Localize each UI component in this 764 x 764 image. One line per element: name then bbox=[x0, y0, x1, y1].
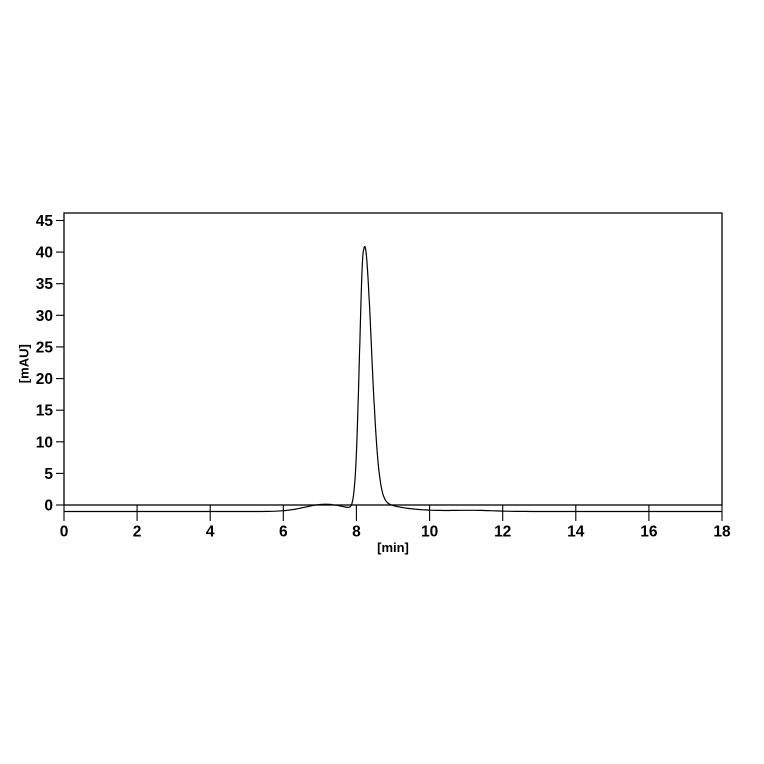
svg-text:40: 40 bbox=[36, 245, 53, 262]
svg-text:20: 20 bbox=[36, 371, 53, 388]
svg-text:35: 35 bbox=[36, 276, 54, 293]
svg-text:30: 30 bbox=[36, 308, 53, 325]
svg-text:14: 14 bbox=[567, 524, 585, 541]
svg-text:15: 15 bbox=[36, 403, 54, 420]
svg-text:16: 16 bbox=[640, 524, 658, 541]
svg-text:6: 6 bbox=[279, 524, 288, 541]
svg-text:[min]: [min] bbox=[377, 540, 409, 555]
svg-text:5: 5 bbox=[44, 466, 53, 483]
svg-text:2: 2 bbox=[133, 524, 142, 541]
svg-text:0: 0 bbox=[60, 524, 69, 541]
svg-text:0: 0 bbox=[44, 498, 53, 515]
svg-text:10: 10 bbox=[36, 434, 53, 451]
svg-text:12: 12 bbox=[494, 524, 511, 541]
svg-text:[mAU]: [mAU] bbox=[17, 344, 32, 383]
svg-text:18: 18 bbox=[713, 524, 731, 541]
svg-text:10: 10 bbox=[421, 524, 438, 541]
svg-text:8: 8 bbox=[352, 524, 361, 541]
svg-text:4: 4 bbox=[206, 524, 215, 541]
svg-text:25: 25 bbox=[36, 339, 54, 356]
svg-text:45: 45 bbox=[36, 213, 54, 230]
